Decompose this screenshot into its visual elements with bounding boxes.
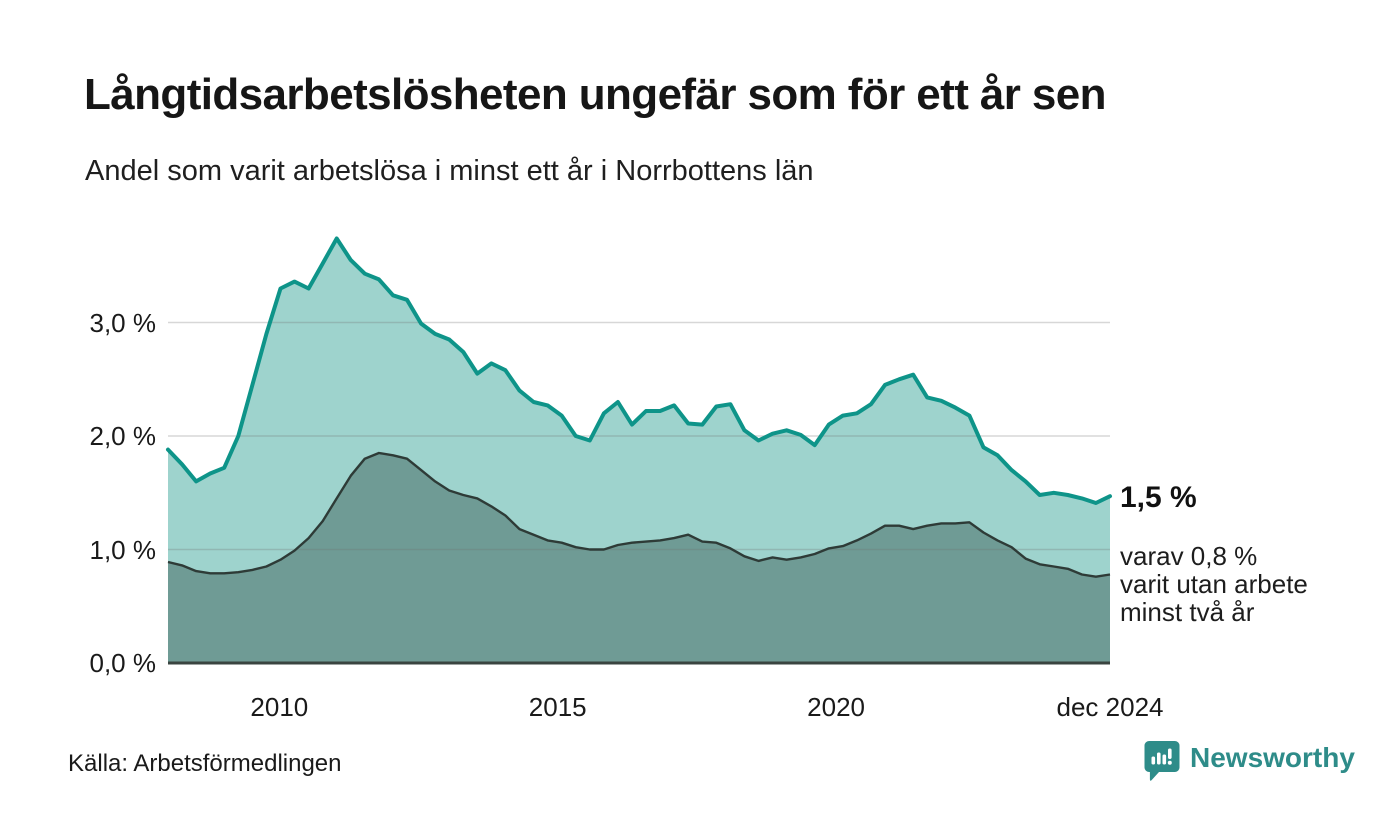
end-note-label: varav 0,8 % varit utan arbete minst två … <box>1120 542 1308 626</box>
area-two-year <box>168 453 1110 663</box>
x-axis-tick-label: 2015 <box>528 692 587 722</box>
end-note-line-3: minst två år <box>1120 597 1255 627</box>
x-axis-tick-label: dec 2024 <box>1056 692 1164 722</box>
end-value-label: 1,5 % <box>1120 481 1197 514</box>
y-axis-tick-label: 2,0 % <box>89 421 157 451</box>
line-two-year <box>167 451 1111 578</box>
x-axis-tick-label: 2010 <box>250 692 309 722</box>
chart-subtitle: Andel som varit arbetslösa i minst ett å… <box>85 155 814 187</box>
y-axis-tick-label: 0,0 % <box>89 648 157 678</box>
x-axis-tick-label: 2020 <box>807 692 865 722</box>
end-note-line-1: varav 0,8 % <box>1120 541 1258 571</box>
end-note-line-2: varit utan arbete <box>1120 569 1308 599</box>
brand-name: Newsworthy <box>1190 742 1355 773</box>
source-credit: Källa: Arbetsförmedlingen <box>68 750 342 777</box>
y-axis-tick-label: 3,0 % <box>89 307 157 338</box>
y-axis-tick-label: 1,0 % <box>89 534 157 565</box>
newsworthy-bubble-icon <box>1144 741 1180 781</box>
chart-title: Långtidsarbetslösheten ungefär som för e… <box>84 70 1107 119</box>
brand-logo: Newsworthy <box>1144 740 1355 784</box>
line-one-year <box>166 236 1112 505</box>
